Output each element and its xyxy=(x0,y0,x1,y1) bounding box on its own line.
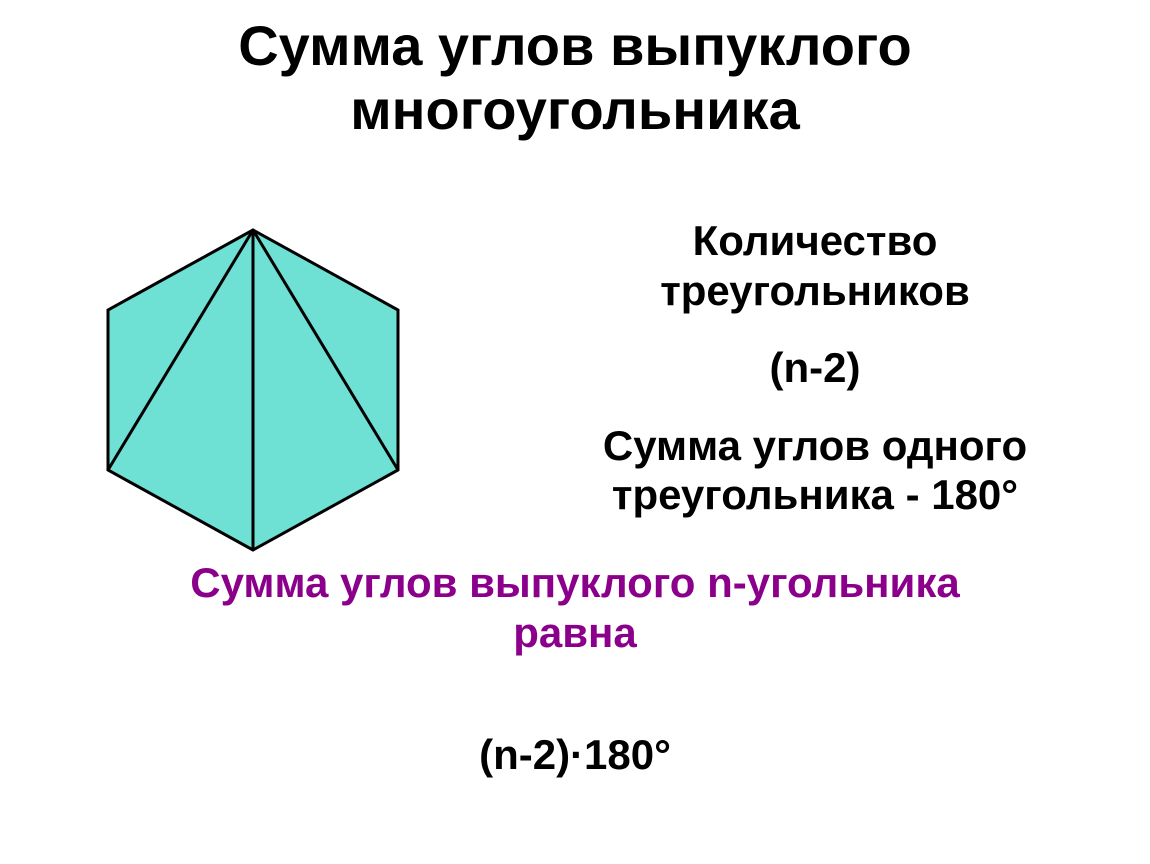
triangles-label-l2: треугольников xyxy=(520,266,1110,316)
triangles-formula: (n-2) xyxy=(520,343,1110,393)
triangles-count-label: Количество треугольников xyxy=(520,216,1110,315)
slide: Сумма углов выпуклого многоугольника Кол… xyxy=(0,0,1150,864)
triangles-label-l1: Количество xyxy=(520,216,1110,266)
one-triangle-sum: Сумма углов одного треугольника - 180° xyxy=(520,421,1110,520)
theorem-l2: равна xyxy=(0,608,1150,658)
one-triangle-l1: Сумма углов одного xyxy=(520,421,1110,471)
final-formula: (n-2)·180° xyxy=(0,730,1150,780)
right-text-block: Количество треугольников (n-2) Сумма угл… xyxy=(520,216,1110,520)
hexagon-svg xyxy=(48,210,468,590)
one-triangle-l2: треугольника - 180° xyxy=(520,470,1110,520)
title-line-1: Сумма углов выпуклого xyxy=(0,14,1150,78)
slide-title: Сумма углов выпуклого многоугольника xyxy=(0,0,1150,143)
theorem-statement: Сумма углов выпуклого n-угольника равна xyxy=(0,558,1150,657)
title-line-2: многоугольника xyxy=(0,78,1150,142)
hexagon-figure xyxy=(48,210,468,590)
theorem-l1: Сумма углов выпуклого n-угольника xyxy=(0,558,1150,608)
